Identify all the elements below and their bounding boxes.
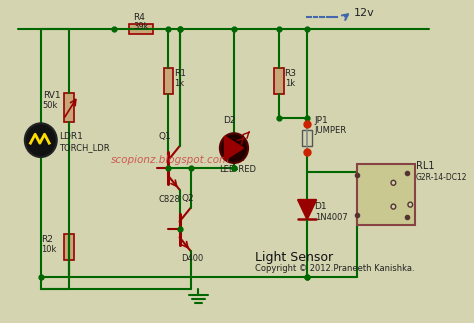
Text: 1N4007: 1N4007 <box>315 213 347 222</box>
Bar <box>164 68 173 94</box>
Bar <box>64 93 73 122</box>
Circle shape <box>220 133 248 163</box>
Text: R1: R1 <box>174 69 186 78</box>
Text: Copyright © 2012.Praneeth Kanishka.: Copyright © 2012.Praneeth Kanishka. <box>255 264 414 273</box>
Text: D1: D1 <box>315 202 327 211</box>
Bar <box>129 24 153 34</box>
Text: R2: R2 <box>41 235 53 245</box>
Bar <box>357 164 415 225</box>
Text: RV1: RV1 <box>43 91 60 99</box>
Text: R3: R3 <box>284 69 297 78</box>
Bar <box>302 130 312 146</box>
Circle shape <box>25 123 57 157</box>
Circle shape <box>391 204 396 209</box>
Bar <box>64 234 73 260</box>
Text: scopionz.blogspot.com: scopionz.blogspot.com <box>110 155 230 165</box>
Text: 1k: 1k <box>174 79 184 88</box>
Text: 10k: 10k <box>41 245 56 254</box>
Text: D400: D400 <box>182 254 204 263</box>
Text: 1k: 1k <box>284 79 295 88</box>
Text: JUMPER: JUMPER <box>315 126 347 135</box>
Text: 12v: 12v <box>354 8 375 18</box>
Text: Q2: Q2 <box>182 194 194 203</box>
Text: TORCH_LDR: TORCH_LDR <box>60 143 110 152</box>
Polygon shape <box>225 136 243 160</box>
Text: 39k: 39k <box>134 22 149 31</box>
Text: 50k: 50k <box>43 100 58 109</box>
Text: Q1: Q1 <box>159 132 172 141</box>
Circle shape <box>408 202 413 207</box>
Text: Light Sensor: Light Sensor <box>255 251 333 264</box>
Text: D2: D2 <box>223 116 235 125</box>
Text: JP1: JP1 <box>315 116 328 125</box>
Text: G2R-14-DC12: G2R-14-DC12 <box>416 173 467 182</box>
Text: RL1: RL1 <box>416 161 434 171</box>
Circle shape <box>391 180 396 185</box>
Bar <box>274 68 283 94</box>
Text: LDR1: LDR1 <box>60 132 83 141</box>
Text: LED-RED: LED-RED <box>219 165 256 174</box>
Text: C828: C828 <box>159 195 181 204</box>
Polygon shape <box>298 200 317 220</box>
Text: R4: R4 <box>134 13 146 22</box>
